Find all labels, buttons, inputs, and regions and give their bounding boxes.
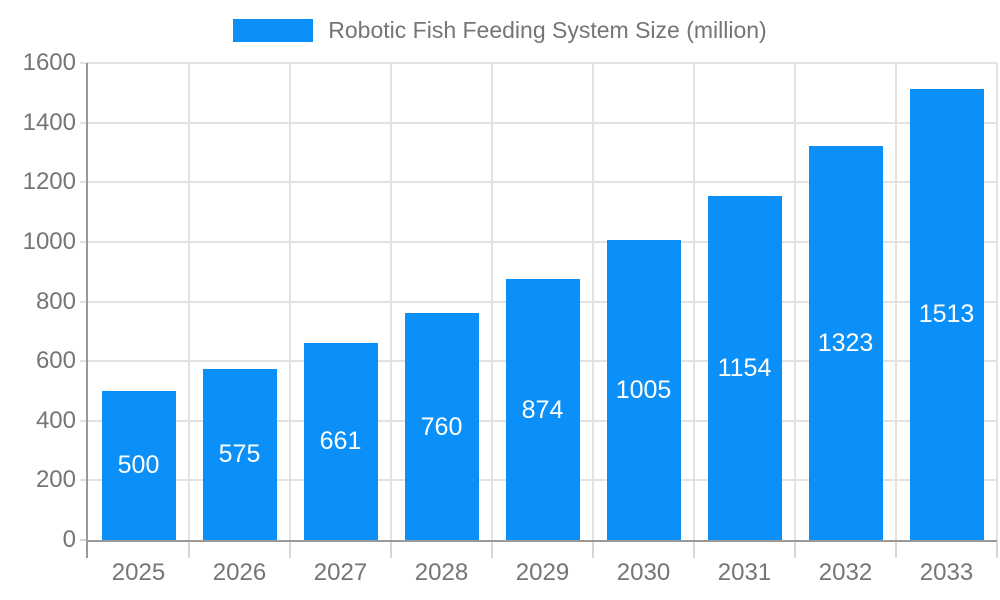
bar-2029[interactable]: 874 <box>505 279 580 540</box>
legend-swatch <box>233 18 314 42</box>
x-axis-label-2027: 2027 <box>313 559 368 586</box>
y-axis-label-800: 800 <box>35 287 76 315</box>
bar-value-label: 1154 <box>717 353 772 382</box>
x-axis-tick <box>491 540 493 558</box>
y-axis-label-1400: 1400 <box>22 108 76 136</box>
y-axis-line <box>86 63 88 558</box>
bar-2033[interactable]: 1513 <box>909 88 984 540</box>
gridline-vertical <box>592 63 594 540</box>
legend-item[interactable]: Robotic Fish Feeding System Size (millio… <box>0 17 1000 43</box>
bar-2032[interactable]: 1323 <box>808 145 883 540</box>
x-axis-label-2030: 2030 <box>616 559 671 586</box>
gridline-horizontal <box>80 240 997 243</box>
y-axis-label-200: 200 <box>35 466 76 494</box>
x-axis-tick <box>592 540 594 558</box>
y-axis-tick <box>80 539 88 541</box>
x-axis-label-2026: 2026 <box>212 559 267 586</box>
bar-2031[interactable]: 1154 <box>707 195 782 540</box>
bar-2030[interactable]: 1005 <box>606 240 681 540</box>
x-axis-label-2028: 2028 <box>414 559 469 586</box>
bar-2027[interactable]: 661 <box>303 342 378 540</box>
x-axis-label-2031: 2031 <box>717 559 772 586</box>
bar-value-label: 760 <box>420 412 463 441</box>
gridline-vertical <box>895 63 897 540</box>
y-axis-label-0: 0 <box>62 526 76 553</box>
bar-value-label: 874 <box>521 395 564 424</box>
bar-value-label: 1323 <box>817 328 874 357</box>
gridline-vertical <box>188 63 190 540</box>
bar-value-label: 661 <box>319 427 362 456</box>
x-axis-label-2032: 2032 <box>818 559 873 586</box>
bar-value-label: 1513 <box>918 300 975 329</box>
bar-2026[interactable]: 575 <box>202 368 277 540</box>
bar-value-label: 575 <box>218 440 261 469</box>
x-axis-line <box>86 540 997 542</box>
x-axis-tick <box>390 540 392 558</box>
x-axis-tick <box>693 540 695 558</box>
y-axis-label-600: 600 <box>35 347 76 375</box>
gridline-vertical <box>289 63 291 540</box>
x-axis-tick <box>188 540 190 558</box>
x-axis-label-2025: 2025 <box>111 559 166 586</box>
x-axis-tick <box>895 540 897 558</box>
gridline-vertical <box>390 63 392 540</box>
gridline-vertical <box>693 63 695 540</box>
x-axis-tick <box>794 540 796 558</box>
x-axis-tick <box>289 540 291 558</box>
y-axis-label-400: 400 <box>35 406 76 434</box>
gridline-horizontal <box>80 62 997 64</box>
x-axis-label-2033: 2033 <box>919 559 974 586</box>
bar-value-label: 1005 <box>615 376 672 405</box>
bar-value-label: 500 <box>117 451 160 480</box>
gridline-vertical <box>996 63 998 540</box>
legend-label: Robotic Fish Feeding System Size (millio… <box>328 17 767 43</box>
y-axis-label-1600: 1600 <box>22 49 76 76</box>
gridline-vertical <box>794 63 796 540</box>
gridline-horizontal <box>80 181 997 184</box>
y-axis-label-1200: 1200 <box>22 168 76 196</box>
bar-2025[interactable]: 500 <box>101 390 176 540</box>
y-axis-label-1000: 1000 <box>22 227 76 255</box>
gridline-vertical <box>491 63 493 540</box>
gridline-horizontal <box>80 121 997 124</box>
x-axis-label-2029: 2029 <box>515 559 570 586</box>
x-axis-tick <box>996 540 998 558</box>
bar-2028[interactable]: 760 <box>404 313 479 540</box>
